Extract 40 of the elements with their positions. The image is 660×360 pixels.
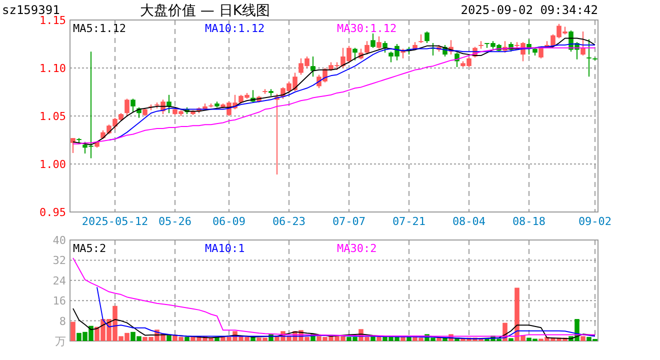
y-tick-label: 1.05: [40, 110, 66, 123]
x-tick-label: 07-07: [332, 215, 366, 228]
text: MA5:2: [73, 242, 106, 255]
x-tick-label: 08-18: [512, 215, 546, 228]
y-tick-label: 万: [55, 335, 66, 348]
line-series: [72, 257, 596, 337]
y-tick-label: 1.15: [40, 14, 66, 27]
bar: [508, 338, 514, 341]
x-tick-label: 2025-05-12: [82, 215, 148, 228]
x-tick-label: 05-26: [158, 215, 192, 228]
y-tick-label: 1.10: [40, 62, 66, 75]
bar: [70, 322, 76, 341]
bar: [580, 336, 586, 341]
text: MA5:1.12: [73, 22, 126, 35]
chart-title: 大盘价值 — 日K线图: [140, 3, 270, 19]
bar: [166, 335, 172, 341]
chart-subtitle: sz159391: [2, 3, 60, 17]
text: MA30:1.12: [337, 22, 397, 35]
y-tick-label: 32: [52, 254, 66, 268]
y-tick-label: 0.95: [40, 206, 66, 219]
text: 2025-09-02 09:34:42: [460, 3, 598, 17]
text: MA10:1: [205, 242, 245, 255]
bar: [184, 336, 190, 341]
y-tick-label: 40: [52, 234, 66, 247]
x-tick-label: 09-02: [578, 215, 612, 228]
y-tick-label: 1.00: [40, 158, 66, 171]
bar: [400, 336, 406, 341]
text: MA30:2: [337, 242, 377, 255]
y-tick-label: 16: [52, 294, 66, 308]
x-tick-label: 06-09: [212, 215, 246, 228]
bar: [376, 336, 382, 341]
x-tick-label: 06-23: [272, 215, 306, 228]
text: MA10:1.12: [205, 22, 265, 35]
x-tick-label: 07-21: [392, 215, 426, 228]
bar: [406, 336, 412, 341]
x-tick-label: 08-04: [452, 215, 486, 228]
y-tick-label: 8: [59, 314, 66, 328]
y-tick-label: 24: [52, 274, 66, 288]
bar: [250, 336, 256, 341]
line-series: [96, 286, 596, 340]
